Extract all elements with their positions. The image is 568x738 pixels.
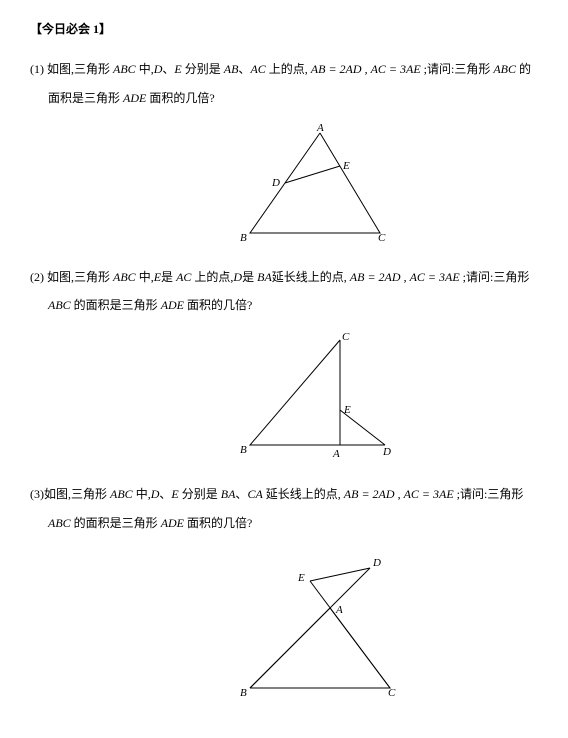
num: (3) bbox=[30, 487, 44, 501]
diagram-1: A B C D E bbox=[230, 123, 538, 243]
page-header: 【今日必会 1】 bbox=[30, 20, 538, 37]
t: ;请问:三角形 bbox=[454, 487, 524, 501]
svg-text:B: B bbox=[240, 687, 247, 698]
t: , bbox=[395, 487, 404, 501]
svg-text:E: E bbox=[297, 572, 305, 584]
sym: ABC bbox=[48, 516, 71, 530]
t: 、 bbox=[238, 62, 250, 76]
sym: CA bbox=[247, 487, 262, 501]
t: 面积的几倍? bbox=[146, 91, 214, 105]
t: 延长线上的点, bbox=[263, 487, 344, 501]
t: , bbox=[401, 270, 410, 284]
num: (1) bbox=[30, 62, 44, 76]
eq: AB = 2AD bbox=[350, 270, 401, 284]
sym: E bbox=[171, 487, 178, 501]
sym: AC bbox=[176, 270, 191, 284]
svg-text:B: B bbox=[240, 444, 247, 456]
t: 分别是 bbox=[182, 62, 224, 76]
problem-2: (2) 如图,三角形 ABC 中,E是 AC 上的点,D是 BA延长线上的点, … bbox=[30, 263, 538, 461]
sym: ADE bbox=[123, 91, 146, 105]
t: 的面积是三角形 bbox=[71, 298, 161, 312]
sym: ADE bbox=[161, 298, 184, 312]
sym: ABC bbox=[113, 270, 136, 284]
svg-text:E: E bbox=[343, 404, 351, 416]
problem-2-text: (2) 如图,三角形 ABC 中,E是 AC 上的点,D是 BA延长线上的点, … bbox=[30, 263, 538, 321]
svg-text:B: B bbox=[240, 232, 247, 243]
t: 中, bbox=[136, 62, 154, 76]
t: 是 bbox=[161, 270, 176, 284]
eq: AC = 3AE bbox=[371, 62, 421, 76]
t: 如图,三角形 bbox=[44, 487, 110, 501]
t: 上的点, bbox=[191, 270, 233, 284]
sym: ABC bbox=[493, 62, 516, 76]
svg-text:A: A bbox=[335, 604, 343, 616]
t: , bbox=[362, 62, 371, 76]
num: (2) bbox=[30, 270, 44, 284]
t: 如图,三角形 bbox=[44, 62, 113, 76]
t: ;请问:三角形 bbox=[460, 270, 530, 284]
sym: ADE bbox=[161, 516, 184, 530]
eq: AB = 2AD bbox=[311, 62, 362, 76]
svg-text:D: D bbox=[372, 557, 381, 569]
diagram-3: B C A D E bbox=[230, 548, 538, 698]
svg-text:C: C bbox=[388, 687, 396, 698]
t: 分别是 bbox=[179, 487, 221, 501]
sym: BA bbox=[257, 270, 272, 284]
t: 面积的几倍? bbox=[184, 516, 252, 530]
svg-text:D: D bbox=[271, 177, 280, 189]
t: 、 bbox=[235, 487, 247, 501]
eq: AC = 3AE bbox=[404, 487, 454, 501]
t: 的面积是三角形 bbox=[71, 516, 161, 530]
t: 面积的几倍? bbox=[184, 298, 252, 312]
t: 上的点, bbox=[266, 62, 311, 76]
problem-3: (3)如图,三角形 ABC 中,D、E 分别是 BA、CA 延长线上的点, AB… bbox=[30, 480, 538, 698]
svg-text:C: C bbox=[378, 232, 386, 243]
sym: E bbox=[154, 270, 161, 284]
t: ;请问:三角形 bbox=[421, 62, 494, 76]
t: 中, bbox=[133, 487, 151, 501]
eq: AC = 3AE bbox=[410, 270, 460, 284]
svg-text:E: E bbox=[342, 160, 350, 172]
t: 如图,三角形 bbox=[44, 270, 113, 284]
t: 延长线上的点, bbox=[272, 270, 350, 284]
t: 、 bbox=[159, 487, 171, 501]
sym: BA bbox=[221, 487, 236, 501]
svg-text:C: C bbox=[342, 331, 350, 343]
eq: AB = 2AD bbox=[344, 487, 395, 501]
t: 、 bbox=[162, 62, 174, 76]
sym: ABC bbox=[110, 487, 133, 501]
sym: AC bbox=[250, 62, 265, 76]
sym: D bbox=[233, 270, 242, 284]
svg-text:A: A bbox=[316, 123, 324, 134]
t: 中, bbox=[136, 270, 154, 284]
problem-3-text: (3)如图,三角形 ABC 中,D、E 分别是 BA、CA 延长线上的点, AB… bbox=[30, 480, 538, 538]
problem-1-text: (1) 如图,三角形 ABC 中,D、E 分别是 AB、AC 上的点, AB =… bbox=[30, 55, 538, 113]
diagram-2: C B A D E bbox=[230, 330, 538, 460]
sym: AB bbox=[224, 62, 239, 76]
sym: ABC bbox=[113, 62, 136, 76]
sym: ABC bbox=[48, 298, 71, 312]
svg-text:D: D bbox=[382, 446, 391, 458]
t: 是 bbox=[242, 270, 257, 284]
sym: E bbox=[174, 62, 181, 76]
svg-text:A: A bbox=[332, 448, 340, 460]
problem-1: (1) 如图,三角形 ABC 中,D、E 分别是 AB、AC 上的点, AB =… bbox=[30, 55, 538, 243]
